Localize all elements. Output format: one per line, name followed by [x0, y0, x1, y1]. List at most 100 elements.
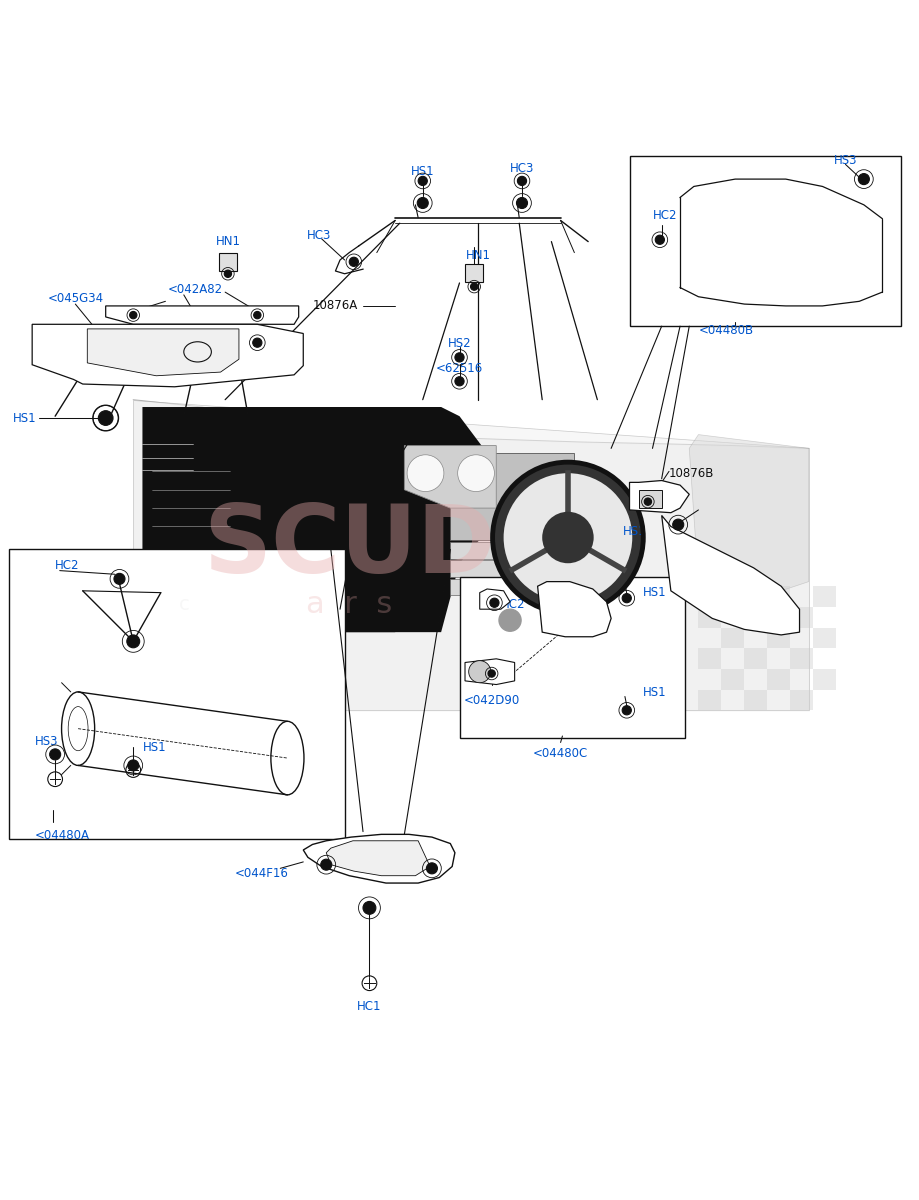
Circle shape: [418, 176, 427, 186]
Text: HS1: HS1: [142, 740, 166, 754]
Polygon shape: [142, 407, 441, 632]
Circle shape: [488, 670, 495, 677]
Circle shape: [655, 235, 664, 245]
Circle shape: [490, 598, 499, 607]
Circle shape: [321, 859, 332, 870]
Bar: [767, 628, 790, 648]
Text: HS1: HS1: [250, 326, 274, 340]
Polygon shape: [480, 589, 510, 610]
Polygon shape: [87, 329, 239, 376]
Circle shape: [130, 312, 137, 319]
Bar: [698, 690, 721, 710]
Circle shape: [417, 198, 428, 209]
Bar: [721, 587, 744, 607]
Circle shape: [349, 257, 358, 266]
Text: HC2: HC2: [501, 598, 526, 611]
Circle shape: [363, 901, 376, 914]
Bar: [744, 648, 767, 668]
Text: HC3: HC3: [307, 229, 331, 241]
Text: <04480A: <04480A: [35, 829, 90, 841]
Text: <045G34: <045G34: [48, 292, 104, 305]
Bar: [698, 648, 721, 668]
Bar: [630, 156, 901, 326]
Circle shape: [98, 410, 113, 425]
Circle shape: [127, 635, 140, 648]
Bar: [450, 560, 574, 577]
Circle shape: [493, 462, 643, 613]
Text: HS3: HS3: [834, 155, 857, 167]
Bar: [450, 542, 574, 559]
Circle shape: [622, 594, 631, 602]
Bar: [465, 264, 483, 282]
Circle shape: [517, 176, 527, 186]
Bar: [478, 600, 542, 641]
Text: SCUD: SCUD: [203, 500, 495, 593]
Text: <042A82: <042A82: [168, 283, 223, 296]
Circle shape: [455, 377, 464, 386]
Text: <62516: <62516: [436, 362, 483, 374]
Text: HS1: HS1: [643, 686, 667, 700]
Bar: [721, 628, 744, 648]
Text: HC3: HC3: [510, 162, 534, 174]
Text: <044F16: <044F16: [234, 868, 289, 881]
Circle shape: [128, 760, 139, 770]
Text: HC2: HC2: [652, 209, 677, 222]
Circle shape: [114, 574, 125, 584]
Text: <04480C: <04480C: [533, 746, 588, 760]
Circle shape: [407, 455, 444, 492]
Text: <04480B: <04480B: [698, 324, 754, 337]
Bar: [721, 668, 744, 690]
Bar: [813, 587, 836, 607]
Polygon shape: [465, 659, 515, 684]
Bar: [219, 253, 237, 271]
Text: 10876A: 10876A: [312, 300, 357, 312]
Text: HN1: HN1: [215, 235, 241, 248]
Bar: [744, 690, 767, 710]
Polygon shape: [538, 582, 611, 637]
Polygon shape: [689, 434, 809, 600]
Polygon shape: [303, 834, 455, 883]
Text: HS2: HS2: [448, 337, 471, 350]
Circle shape: [254, 312, 261, 319]
Text: HS1: HS1: [643, 586, 667, 599]
Bar: [813, 628, 836, 648]
Bar: [813, 668, 836, 690]
Circle shape: [542, 511, 594, 563]
Text: HS1: HS1: [13, 412, 37, 425]
Bar: [450, 578, 574, 595]
Text: HC2: HC2: [55, 559, 80, 572]
Circle shape: [50, 749, 61, 760]
Text: HS1: HS1: [623, 524, 647, 538]
Polygon shape: [630, 480, 689, 512]
Bar: [460, 577, 685, 738]
Bar: [790, 648, 813, 668]
Bar: [767, 587, 790, 607]
Circle shape: [469, 661, 491, 683]
Circle shape: [224, 270, 232, 277]
Polygon shape: [244, 407, 515, 632]
Circle shape: [644, 498, 652, 505]
Text: HS1: HS1: [411, 166, 435, 179]
Polygon shape: [32, 324, 303, 386]
Bar: [639, 490, 662, 508]
Bar: [790, 607, 813, 628]
Circle shape: [455, 353, 464, 362]
Circle shape: [858, 174, 869, 185]
Bar: [744, 607, 767, 628]
Circle shape: [516, 198, 528, 209]
Polygon shape: [404, 445, 496, 508]
Circle shape: [622, 706, 631, 715]
Text: a  r  s: a r s: [306, 590, 392, 619]
Polygon shape: [133, 400, 809, 710]
Text: HN1: HN1: [465, 248, 491, 262]
Polygon shape: [662, 516, 800, 635]
Bar: [9, 550, 345, 839]
Text: HC1: HC1: [357, 1000, 381, 1013]
Polygon shape: [106, 306, 299, 324]
Bar: [767, 668, 790, 690]
Circle shape: [253, 338, 262, 347]
Circle shape: [673, 520, 684, 530]
Text: HS3: HS3: [35, 736, 59, 748]
Circle shape: [499, 610, 521, 631]
Bar: [790, 690, 813, 710]
